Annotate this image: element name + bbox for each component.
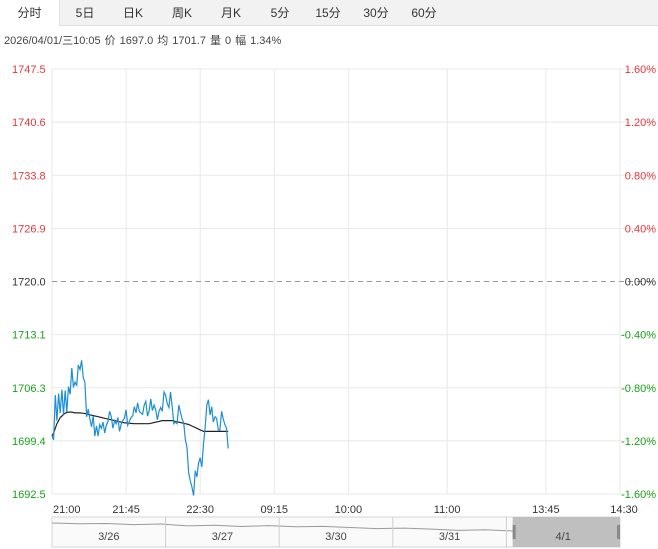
period-tab-bar: 分时 5日 日K 周K 月K 5分 15分 30分 60分: [0, 0, 658, 26]
percent-tick-label: -0.80%: [621, 383, 656, 395]
navigator-date-label: 3/30: [325, 531, 346, 543]
navigator-date-label: 4/1: [556, 531, 571, 543]
navigator-date-label: 3/26: [98, 531, 119, 543]
navigator-handle: [617, 525, 620, 539]
y-tick-label: 1699.4: [12, 436, 46, 448]
tab-60-min[interactable]: 60分: [411, 6, 437, 20]
tab-monthly-k[interactable]: 月K: [220, 6, 241, 20]
tab-intraday[interactable]: 分时: [0, 0, 60, 26]
navigator-date-label: 3/31: [439, 531, 460, 543]
x-tick-label: 21:45: [112, 504, 140, 516]
avg-price-line: [51, 411, 229, 437]
quote-change: 1.34%: [250, 35, 282, 47]
quote-volume: 0: [224, 35, 232, 47]
navigator-selection: [512, 517, 620, 547]
price-line: [51, 360, 229, 496]
navigator-handle: [512, 525, 516, 539]
x-tick-label: 13:45: [532, 504, 560, 516]
percent-tick-label: -1.20%: [621, 436, 656, 448]
x-tick-label: 22:30: [186, 504, 214, 516]
x-tick-label: 09:15: [260, 504, 288, 516]
quote-info-bar: 2026/04/01/三10:05 价 1697.0 均 1701.7 量 0 幅 1.34%: [4, 33, 285, 49]
tab-30-min[interactable]: 30分: [363, 6, 389, 20]
percent-tick-label: 0.80%: [625, 170, 656, 182]
y-tick-label: 1706.3: [12, 383, 46, 395]
navigator-date-label: 3/27: [212, 531, 233, 543]
tab-15-min[interactable]: 15分: [315, 6, 341, 20]
percent-tick-label: 0.00%: [625, 277, 656, 289]
percent-tick-label: 1.20%: [625, 117, 656, 129]
percent-tick-label: 1.60%: [625, 64, 656, 76]
tab-5-day[interactable]: 5日: [75, 6, 95, 20]
y-tick-label: 1747.5: [12, 64, 46, 76]
quote-avg-label: 均: [157, 35, 169, 47]
x-tick-label: 10:00: [335, 504, 363, 516]
percent-tick-label: -1.60%: [621, 489, 656, 501]
quote-volume-label: 量: [209, 35, 221, 47]
y-tick-label: 1692.5: [12, 489, 46, 501]
quote-change-label: 幅: [235, 35, 247, 47]
quote-price: 1697.0: [119, 35, 154, 47]
x-tick-label: 14:30: [610, 504, 638, 516]
quote-avg: 1701.7: [172, 35, 206, 47]
percent-tick-label: -0.40%: [621, 330, 656, 342]
y-tick-label: 1733.8: [12, 170, 46, 182]
quote-price-label: 价: [104, 35, 116, 47]
tab-5-min[interactable]: 5分: [270, 6, 290, 20]
y-tick-label: 1726.9: [12, 223, 46, 235]
tab-daily-k[interactable]: 日K: [122, 6, 143, 20]
y-tick-label: 1740.6: [12, 117, 46, 129]
percent-tick-label: 0.40%: [625, 223, 656, 235]
x-tick-label: 11:00: [434, 504, 461, 516]
quote-datetime: 2026/04/01/三10:05: [4, 35, 101, 47]
navigator-thumbnail-line: [51, 522, 513, 532]
y-tick-label: 1713.1: [12, 330, 46, 342]
y-tick-label: 1720.0: [12, 277, 46, 289]
tab-weekly-k[interactable]: 周K: [171, 6, 192, 20]
x-tick-label: 21:00: [53, 504, 81, 516]
